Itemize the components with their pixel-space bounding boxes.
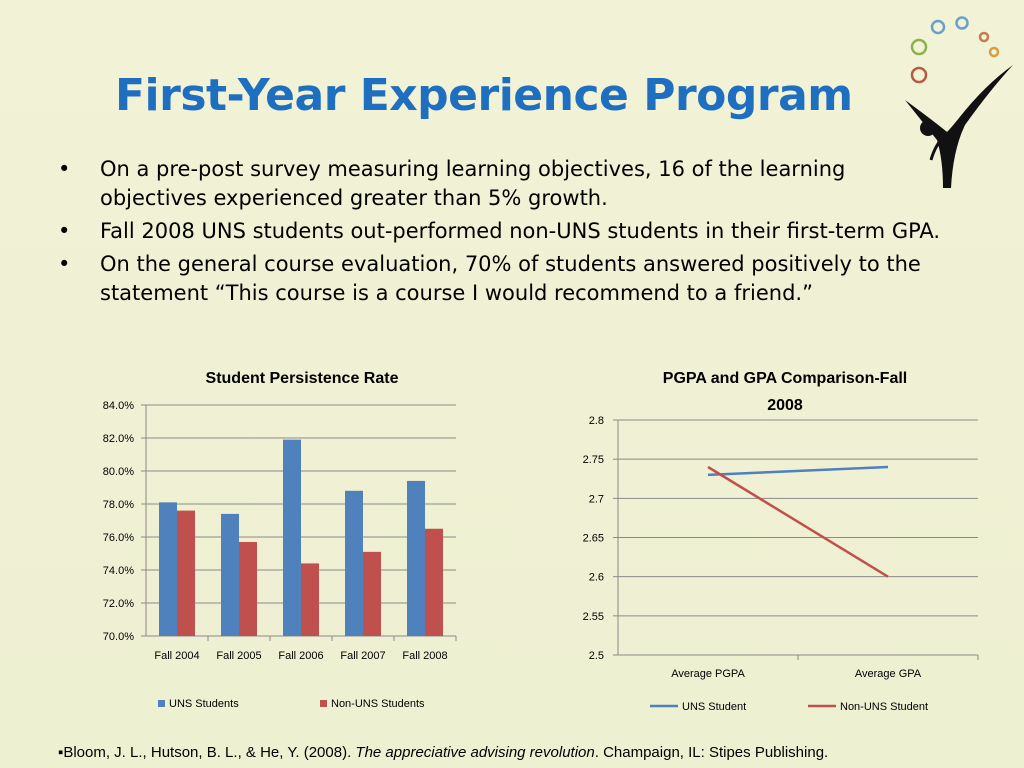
footer-prefix: Bloom, J. L., Hutson, B. L., & He, Y. (2… [63,744,356,761]
footer-suffix: . Champaign, IL: Stipes Publishing. [594,744,829,761]
legend-label: UNS Students [169,698,239,710]
x-tick-label: Fall 2004 [154,650,199,662]
y-tick-label: 74.0% [103,565,134,577]
bullet-item: • On the general course evaluation, 70% o… [58,250,958,308]
y-tick-label: 2.8 [589,415,604,427]
chart-title-line1: PGPA and GPA Comparison-Fall [663,370,907,387]
bar [239,541,257,636]
y-tick-label: 82.0% [103,433,134,445]
bar [177,510,195,636]
bar [159,502,177,636]
bar [363,551,381,636]
bar [407,480,425,636]
y-tick-label: 2.55 [583,611,604,623]
bar [221,513,239,636]
page-title: First-Year Experience Program [115,70,853,121]
persistence-bar-chart: Student Persistence Rate 70.0% 72.0% 74.0% 7… [60,360,480,730]
bullet-marker: • [58,252,71,276]
legend-label: Non-UNS Student [840,701,928,713]
y-tick-label: 2.65 [583,533,604,545]
x-tick-label: Fall 2008 [402,650,447,662]
bar [301,563,319,636]
person-with-circles-logo-icon [905,16,1013,188]
x-tick-label: Fall 2005 [216,650,261,662]
legend-label: Non-UNS Students [331,698,425,710]
x-tick-label: Fall 2006 [278,650,323,662]
y-tick-label: 80.0% [103,466,134,478]
x-tick-label: Average PGPA [671,668,745,680]
bullet-marker: • [58,219,71,243]
y-tick-label: 2.7 [589,493,604,505]
bullet-item: • Fall 2008 UNS students out-performed no… [58,217,958,246]
x-tick-label: Fall 2007 [340,650,385,662]
x-tick-label: Average GPA [855,668,922,680]
footer-marker: ▪ [58,744,64,761]
bar [283,439,301,636]
y-tick-label: 76.0% [103,532,134,544]
y-tick-label: 72.0% [103,598,134,610]
bar [345,490,363,636]
bar [425,528,443,636]
legend-label: UNS Student [682,701,746,713]
y-tick-label: 2.6 [589,572,604,584]
series-line [707,465,889,477]
bullet-text: On a pre-post survey measuring learning … [100,157,846,210]
y-tick-label: 70.0% [103,631,134,643]
chart-title-line2: 2008 [767,397,803,414]
bullet-text: Fall 2008 UNS students out-performed non… [100,219,941,243]
bullet-item: • On a pre-post survey measuring learning… [58,155,958,213]
bar-chart-svg: Student Persistence Rate 70.0% 72.0% 74.0% 7… [103,370,457,710]
line-chart-svg: PGPA and GPA Comparison-Fall 2008 2.5 2.55 2… [583,370,979,713]
y-tick-label: 2.5 [589,650,604,662]
series-line [707,465,889,578]
y-tick-label: 2.75 [583,454,604,466]
chart-title: Student Persistence Rate [206,370,399,387]
y-tick-label: 84.0% [103,400,134,412]
bullet-marker: • [58,157,71,181]
bullet-list: • On a pre-post survey measuring learning… [58,155,958,312]
y-tick-label: 78.0% [103,499,134,511]
gpa-line-chart: PGPA and GPA Comparison-Fall 2008 2.5 2.55 2… [560,360,990,730]
bullet-text: On the general course evaluation, 70% of… [100,252,921,305]
footer-book-title: The appreciative advising revolution [355,744,595,761]
legend-swatch [320,700,327,707]
legend-swatch [158,700,165,707]
citation-footer: ▪Bloom, J. L., Hutson, B. L., & He, Y. (… [58,744,828,761]
